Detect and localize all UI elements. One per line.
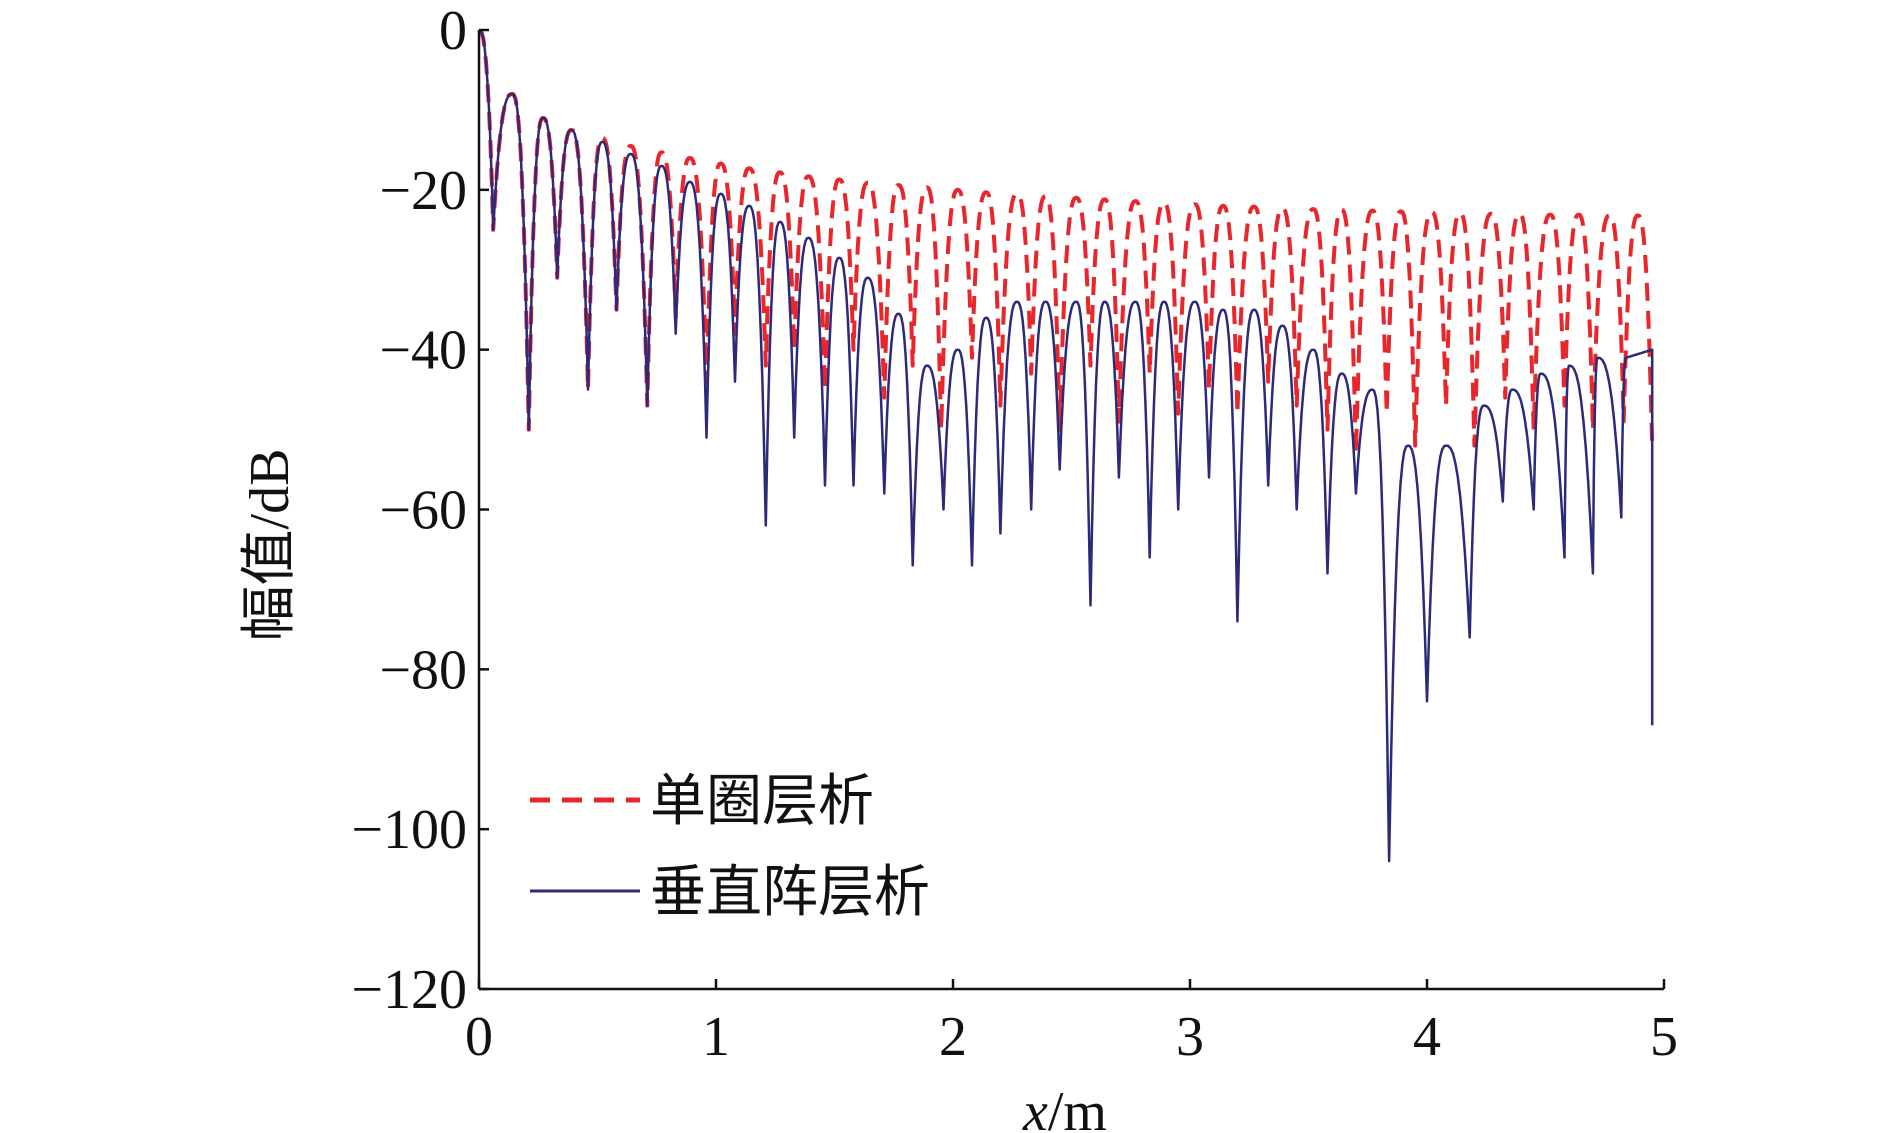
x-tick-label: 4	[1413, 1006, 1441, 1068]
x-tick-label: 5	[1650, 1006, 1678, 1068]
legend: 单圈层析 垂直阵层析	[530, 769, 930, 925]
y-axis-title: 幅值/dB	[239, 449, 301, 642]
y-tick-label: −100	[351, 799, 467, 861]
y-tick-label: −20	[379, 160, 467, 222]
series-single-ring-line	[479, 30, 1655, 456]
y-tick-label: −60	[379, 480, 467, 542]
x-tick-label: 0	[465, 1006, 493, 1068]
x-axis-title: x/m	[1022, 1081, 1107, 1133]
series-vertical-array-line	[479, 30, 1654, 863]
y-tick-label: −40	[379, 320, 467, 382]
y-tick-label: −80	[379, 639, 467, 701]
x-tick-label: 3	[1176, 1006, 1204, 1068]
x-tick-label: 1	[702, 1006, 730, 1068]
x-axis-unit: /m	[1048, 1081, 1107, 1133]
legend-label-single-ring: 单圈层析	[650, 769, 874, 834]
y-tick-label: 0	[439, 0, 467, 62]
y-tick-label: −120	[351, 959, 467, 1021]
x-axis-var: x	[1022, 1081, 1048, 1133]
x-tick-label: 2	[939, 1006, 967, 1068]
legend-label-vertical-array: 垂直阵层析	[650, 860, 930, 925]
